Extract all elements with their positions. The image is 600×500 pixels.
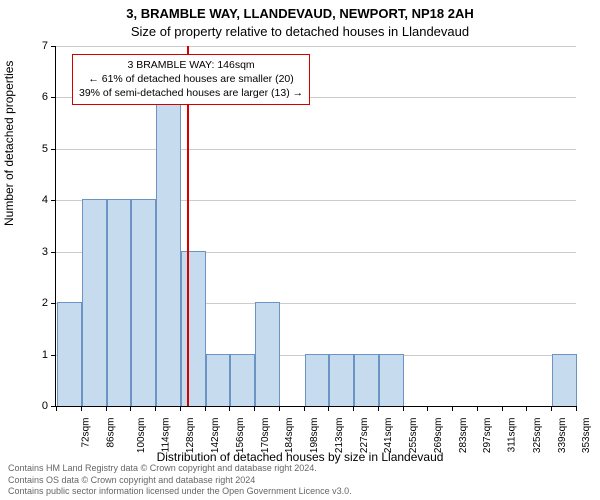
xtick-mark (551, 406, 552, 411)
ytick-mark (51, 252, 56, 253)
xtick-mark (477, 406, 478, 411)
xtick-mark (452, 406, 453, 411)
bar (82, 199, 107, 406)
xtick-label: 297sqm (483, 418, 494, 454)
xtick-label: 114sqm (160, 418, 171, 453)
annotation-line: 3 BRAMBLE WAY: 146sqm (79, 58, 303, 72)
xtick-mark (304, 406, 305, 411)
bar (379, 354, 404, 406)
xtick-label: 269sqm (433, 418, 444, 454)
ytick-label: 0 (34, 400, 48, 412)
xtick-mark (81, 406, 82, 411)
bar (181, 251, 206, 406)
xtick-mark (353, 406, 354, 411)
bar (552, 354, 577, 406)
ytick-label: 4 (34, 194, 48, 206)
y-axis-label: Number of detached properties (2, 61, 16, 226)
ytick-mark (51, 149, 56, 150)
footer-attribution: Contains HM Land Registry data © Crown c… (8, 463, 352, 497)
bar (230, 354, 255, 406)
xtick-mark (254, 406, 255, 411)
xtick-mark (180, 406, 181, 411)
xtick-label: 325sqm (532, 418, 543, 454)
chart-title-line1: 3, BRAMBLE WAY, LLANDEVAUD, NEWPORT, NP1… (0, 6, 600, 21)
xtick-label: 241sqm (383, 418, 394, 454)
gridline (56, 46, 576, 47)
ytick-label: 2 (34, 297, 48, 309)
ytick-label: 6 (34, 91, 48, 103)
plot-area: 3 BRAMBLE WAY: 146sqm← 61% of detached h… (55, 46, 576, 407)
bar (305, 354, 330, 406)
bar (156, 96, 181, 406)
bar (255, 302, 280, 406)
ytick-label: 7 (34, 40, 48, 52)
annotation-line: ← 61% of detached houses are smaller (20… (79, 72, 303, 86)
ytick-label: 1 (34, 349, 48, 361)
ytick-mark (51, 200, 56, 201)
xtick-label: 198sqm (309, 418, 320, 454)
ytick-label: 3 (34, 246, 48, 258)
xtick-mark (502, 406, 503, 411)
xtick-mark (427, 406, 428, 411)
xtick-mark (205, 406, 206, 411)
xtick-label: 213sqm (334, 418, 345, 454)
xtick-mark (155, 406, 156, 411)
xtick-mark (576, 406, 577, 411)
xtick-label: 128sqm (185, 418, 196, 454)
xtick-label: 170sqm (260, 418, 271, 454)
xtick-mark (279, 406, 280, 411)
xtick-label: 184sqm (284, 418, 295, 454)
xtick-label: 353sqm (582, 418, 593, 454)
xtick-label: 339sqm (557, 418, 568, 454)
bar (354, 354, 379, 406)
x-axis-label: Distribution of detached houses by size … (0, 450, 600, 464)
ytick-label: 5 (34, 143, 48, 155)
ytick-mark (51, 303, 56, 304)
xtick-label: 156sqm (235, 418, 246, 454)
xtick-mark (526, 406, 527, 411)
xtick-label: 255sqm (408, 418, 419, 454)
bar (107, 199, 132, 406)
xtick-mark (403, 406, 404, 411)
xtick-label: 142sqm (210, 418, 221, 454)
xtick-mark (56, 406, 57, 411)
ytick-mark (51, 355, 56, 356)
xtick-label: 100sqm (136, 418, 147, 454)
xtick-mark (130, 406, 131, 411)
bar (131, 199, 156, 406)
bar (57, 302, 82, 406)
xtick-mark (328, 406, 329, 411)
footer-line1: Contains HM Land Registry data © Crown c… (8, 463, 352, 474)
xtick-label: 72sqm (81, 418, 92, 448)
annotation-line: 39% of semi-detached houses are larger (… (79, 86, 303, 100)
xtick-label: 86sqm (106, 418, 117, 448)
chart-title-line2: Size of property relative to detached ho… (0, 24, 600, 39)
footer-line2: Contains OS data © Crown copyright and d… (8, 475, 352, 486)
xtick-mark (229, 406, 230, 411)
xtick-mark (106, 406, 107, 411)
xtick-label: 227sqm (359, 418, 370, 454)
chart-container: 3, BRAMBLE WAY, LLANDEVAUD, NEWPORT, NP1… (0, 0, 600, 500)
bar (329, 354, 354, 406)
ytick-mark (51, 97, 56, 98)
xtick-label: 283sqm (458, 418, 469, 454)
gridline (56, 149, 576, 150)
ytick-mark (51, 46, 56, 47)
annotation-box: 3 BRAMBLE WAY: 146sqm← 61% of detached h… (72, 54, 310, 105)
xtick-mark (378, 406, 379, 411)
bar (206, 354, 231, 406)
xtick-label: 311sqm (507, 418, 518, 453)
footer-line3: Contains public sector information licen… (8, 486, 352, 497)
